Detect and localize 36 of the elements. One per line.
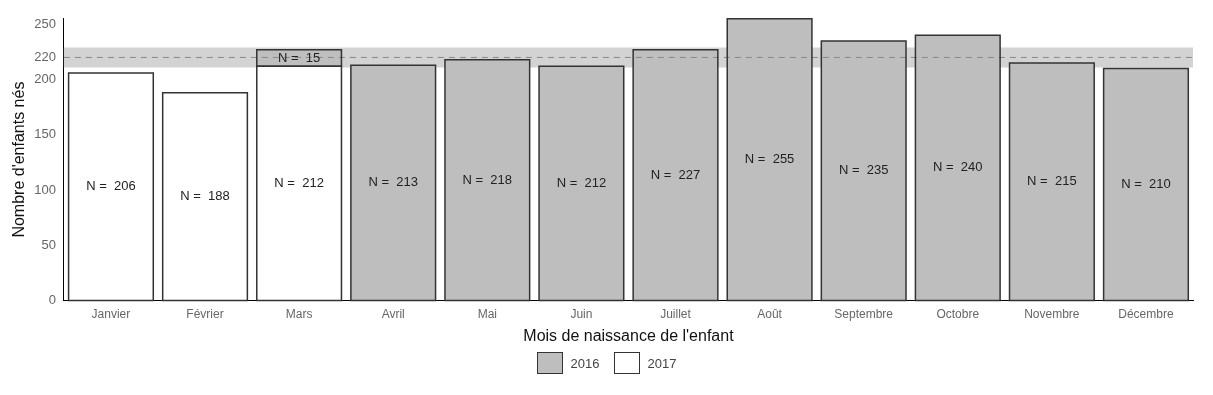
data-label: N = 227 — [650, 166, 701, 182]
x-tick-label: Juillet — [660, 306, 692, 321]
x-tick-label: Octobre — [936, 306, 980, 321]
x-tick-label: Novembre — [1024, 306, 1080, 321]
legend-label: 2016 — [570, 355, 600, 371]
x-tick-label: Août — [757, 306, 783, 321]
y-tick-label: 0 — [48, 291, 56, 307]
x-tick-label: Décembre — [1118, 306, 1174, 321]
x-tick-label: Février — [186, 306, 224, 321]
data-label: N = 15 — [277, 49, 321, 65]
data-label: N = 212 — [556, 174, 607, 190]
legend-label: 2017 — [647, 355, 677, 371]
data-label: N = 188 — [180, 188, 230, 204]
x-tick-label: Janvier — [91, 306, 131, 321]
y-tick-label: 220 — [34, 49, 56, 65]
y-axis-title: Nombre d'enfants nés — [10, 81, 28, 238]
x-tick-label: Mars — [285, 306, 313, 321]
data-label: N = 215 — [1027, 173, 1077, 189]
data-label: N = 206 — [86, 178, 136, 194]
data-label: N = 218 — [462, 171, 513, 187]
x-axis-title: Mois de naissance de l'enfant — [523, 326, 735, 344]
data-label: N = 213 — [368, 174, 418, 190]
y-tick-label: 50 — [41, 236, 56, 252]
data-label: N = 212 — [274, 174, 324, 190]
y-tick-label: 150 — [34, 126, 56, 142]
y-tick-label: 200 — [34, 71, 56, 87]
y-tick-label: 100 — [34, 181, 56, 197]
x-tick-label: Juin — [570, 306, 593, 321]
x-tick-label: Septembre — [834, 306, 894, 321]
x-tick-label: Avril — [381, 306, 405, 321]
data-label: N = 255 — [744, 151, 795, 167]
data-label: N = 210 — [1121, 176, 1171, 192]
data-label: N = 240 — [933, 159, 983, 175]
data-label: N = 235 — [838, 162, 889, 178]
y-tick-label: 250 — [34, 15, 56, 31]
x-tick-label: Mai — [477, 306, 497, 321]
